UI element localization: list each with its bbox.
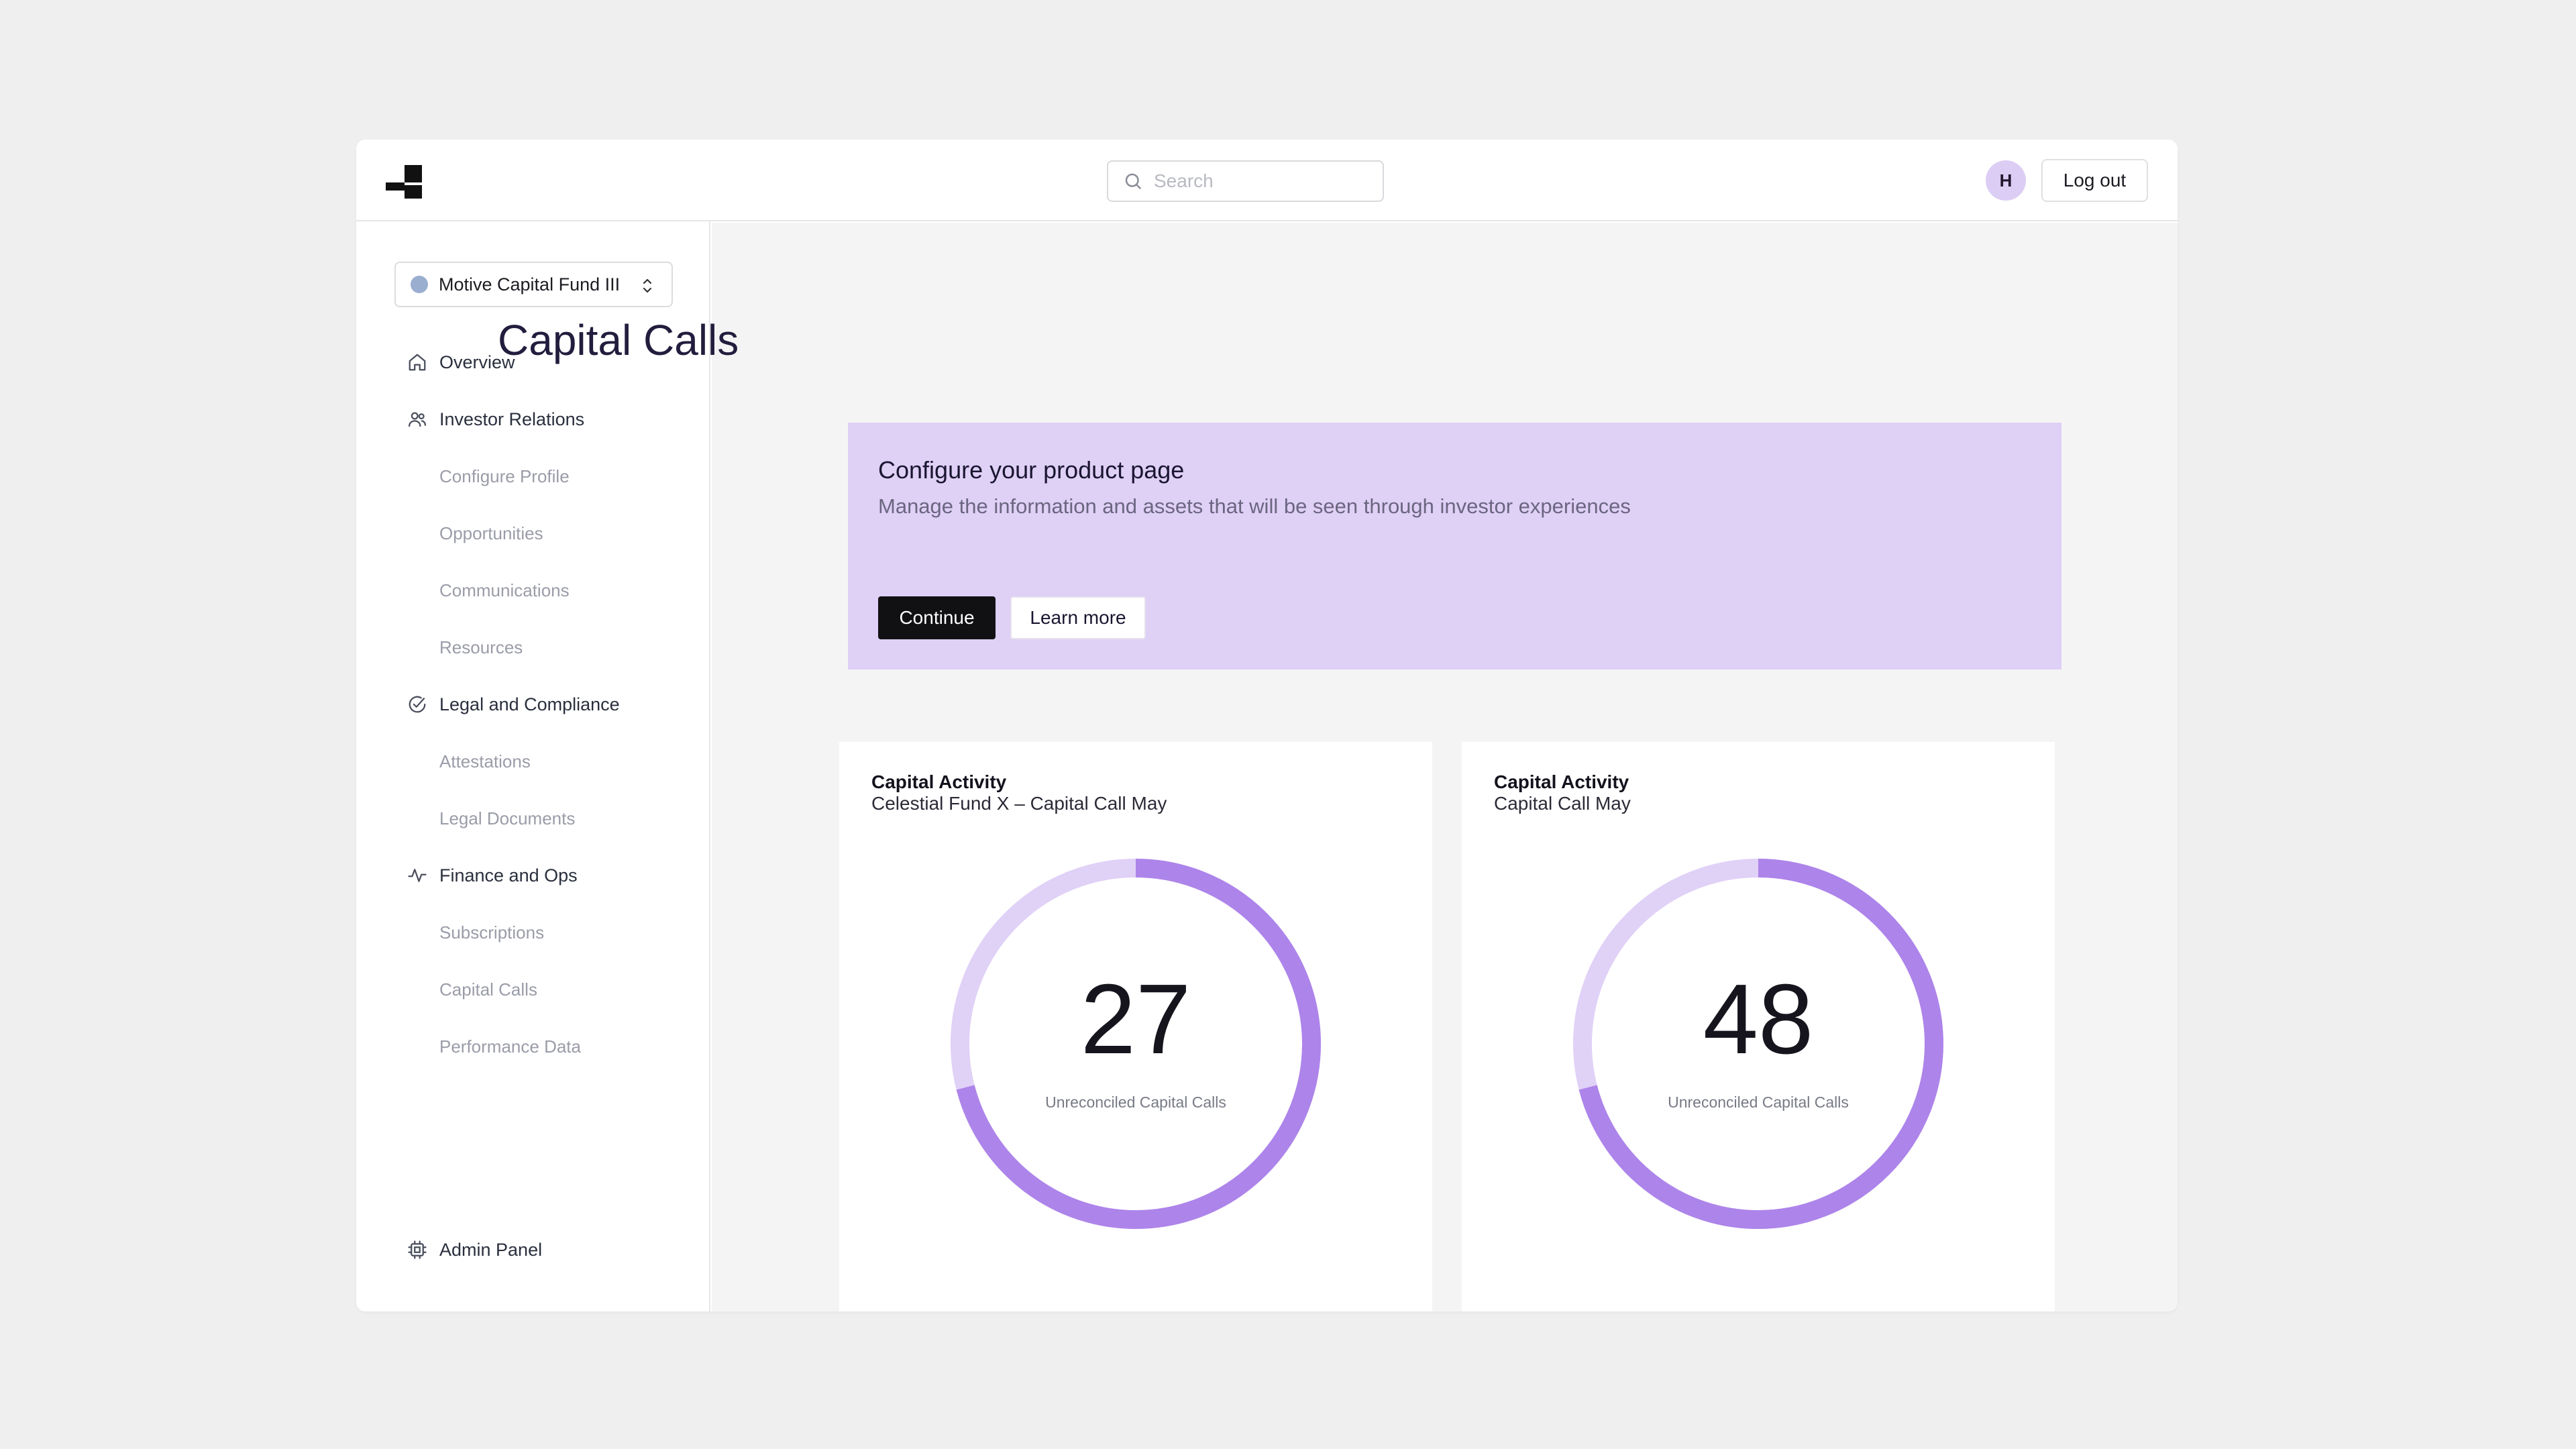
card-subtitle: Capital Call May [1494, 793, 1631, 814]
product-page-banner: Configure your product page Manage the i… [848, 423, 2061, 669]
brand-logo[interactable] [386, 165, 423, 199]
sidebar-item-label: Finance and Ops [439, 865, 578, 885]
sidebar-item-resources[interactable]: Resources [439, 637, 523, 657]
sidebar-item-label: Legal and Compliance [439, 694, 620, 714]
sidebar-item-investor-relations[interactable]: Investor Relations [407, 405, 584, 434]
donut-progress-arc [1573, 859, 1943, 1229]
sidebar-item-label: Admin Panel [439, 1239, 543, 1260]
sidebar-item-configure-profile[interactable]: Configure Profile [439, 466, 570, 486]
donut-value: 27 [1080, 964, 1191, 1075]
page-title: Capital Calls [498, 316, 739, 364]
sidebar-item-label: Overview [439, 352, 515, 372]
cpu-icon [408, 1240, 427, 1259]
card-subtitle: Celestial Fund X – Capital Call May [871, 793, 1167, 814]
search-box[interactable] [1107, 160, 1384, 202]
capital-activity-card: Capital Activity Capital Call May 48 Unr… [1462, 742, 2055, 1311]
sidebar-item-label: Investor Relations [439, 409, 585, 429]
chevron-up-down-icon [643, 278, 652, 293]
donut-progress-arc [951, 859, 1321, 1229]
donut-label: Unreconciled Capital Calls [1045, 1093, 1226, 1111]
sidebar-item-subscriptions[interactable]: Subscriptions [439, 922, 545, 943]
home-icon [409, 354, 426, 371]
continue-button[interactable]: Continue [878, 596, 996, 639]
sidebar-item-overview[interactable]: Overview [407, 347, 515, 377]
banner-title: Configure your product page [878, 456, 1185, 484]
sidebar-item-communications[interactable]: Communications [439, 580, 570, 600]
fund-selector[interactable]: Motive Capital Fund III [394, 262, 673, 307]
sidebar-item-legal-documents[interactable]: Legal Documents [439, 808, 576, 828]
capital-activity-card: Capital Activity Celestial Fund X – Capi… [839, 742, 1432, 1311]
sidebar-item-admin-panel[interactable]: Admin Panel [407, 1235, 542, 1265]
check-circle-icon [409, 696, 426, 713]
sidebar-item-legal-and-compliance[interactable]: Legal and Compliance [407, 690, 620, 719]
sidebar-item-capital-calls[interactable]: Capital Calls [439, 979, 537, 1000]
sidebar-item-attestations[interactable]: Attestations [439, 751, 531, 771]
donut-label: Unreconciled Capital Calls [1668, 1093, 1849, 1111]
card-title: Capital Activity [1494, 771, 1629, 792]
fund-selector-label: Motive Capital Fund III [439, 274, 621, 294]
activity-icon [408, 869, 427, 882]
banner-description: Manage the information and assets that w… [878, 494, 1631, 518]
avatar[interactable]: H [1986, 160, 2026, 201]
search-icon [1125, 173, 1142, 190]
logout-button[interactable]: Log out [2041, 159, 2148, 202]
users-icon [409, 412, 426, 427]
donut-value: 48 [1703, 964, 1814, 1075]
top-bar: H Log out [356, 140, 2178, 221]
fund-dot-icon [411, 276, 428, 293]
learn-more-button[interactable]: Learn more [1010, 596, 1146, 639]
card-title: Capital Activity [871, 771, 1007, 792]
sidebar-item-opportunities[interactable]: Opportunities [439, 523, 543, 543]
search-input[interactable] [1154, 170, 1375, 192]
donut-chart [1573, 859, 1943, 1229]
sidebar-item-finance-and-ops[interactable]: Finance and Ops [407, 861, 578, 890]
donut-chart [951, 859, 1321, 1229]
sidebar: Motive Capital Fund III Overview Investo… [356, 221, 710, 1311]
sidebar-item-performance-data[interactable]: Performance Data [439, 1036, 581, 1057]
